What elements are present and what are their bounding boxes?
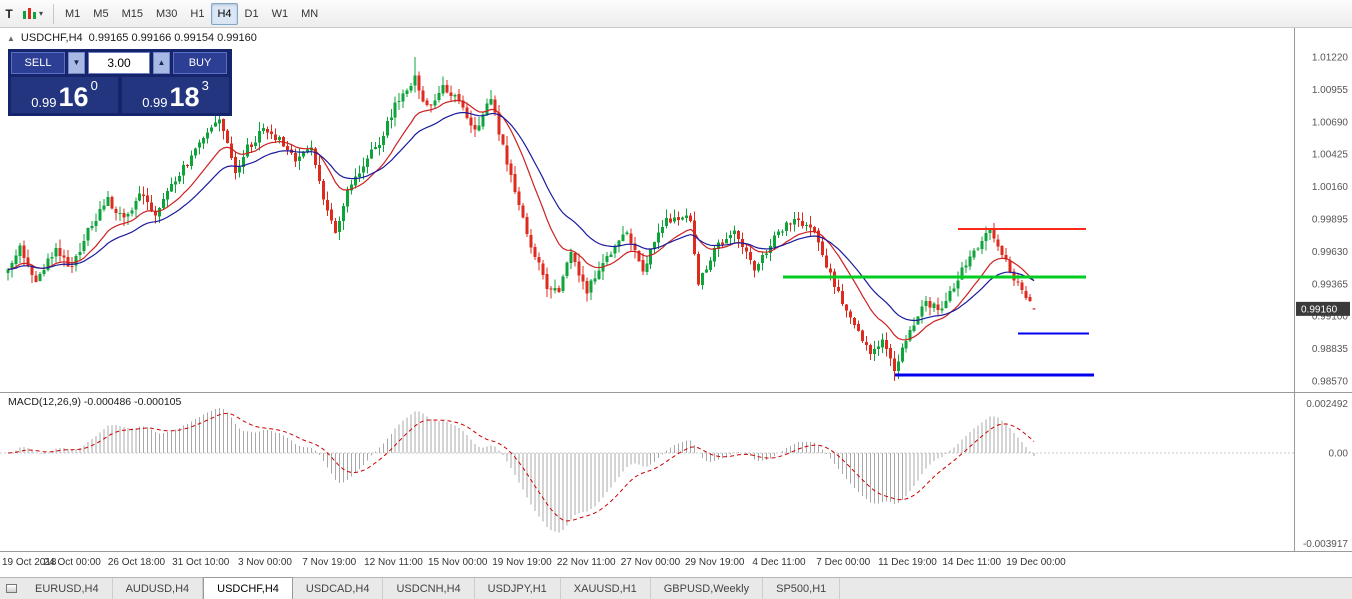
current-price-text: 0.99160 bbox=[1301, 304, 1338, 315]
buy-price-pips: 18 bbox=[169, 82, 200, 112]
sell-button[interactable]: SELL bbox=[11, 52, 65, 74]
svg-text:24 Oct 00:00: 24 Oct 00:00 bbox=[44, 557, 102, 568]
macd-signal-line bbox=[7, 412, 1035, 522]
chart-tab-bar: EURUSD,H4 AUDUSD,H4 USDCHF,H4 USDCAD,H4 USDC… bbox=[0, 577, 1352, 599]
timeframe-h4[interactable]: H4 bbox=[211, 2, 238, 25]
macd-axis-label: -0.003917 bbox=[1303, 539, 1348, 550]
svg-text:1.00160: 1.00160 bbox=[1312, 182, 1349, 193]
ma-14-line bbox=[7, 99, 1035, 341]
chart-ohlc-values: 0.99165 0.99166 0.99154 0.99160 bbox=[88, 32, 257, 44]
svg-text:1.00690: 1.00690 bbox=[1312, 117, 1349, 128]
timeframe-mn[interactable]: MN bbox=[295, 3, 324, 25]
svg-text:11 Dec 19:00: 11 Dec 19:00 bbox=[878, 557, 937, 568]
svg-text:0.99100: 0.99100 bbox=[1312, 312, 1349, 323]
sell-price-point: 0 bbox=[90, 78, 98, 93]
svg-text:0.99895: 0.99895 bbox=[1312, 215, 1349, 226]
chart-list-icon[interactable] bbox=[0, 578, 22, 599]
sell-price-display[interactable]: 0.99 16 0 bbox=[11, 77, 118, 113]
timeframe-d1[interactable]: D1 bbox=[239, 3, 265, 25]
svg-text:19 Nov 19:00: 19 Nov 19:00 bbox=[492, 557, 552, 568]
svg-text:19 Dec 00:00: 19 Dec 00:00 bbox=[1006, 557, 1066, 568]
chart-tab-usdchf-h4[interactable]: USDCHF,H4 bbox=[203, 577, 293, 599]
svg-text:3 Nov 00:00: 3 Nov 00:00 bbox=[238, 557, 292, 568]
toolbar-handle-icon: T bbox=[5, 6, 13, 21]
svg-text:4 Dec 11:00: 4 Dec 11:00 bbox=[752, 557, 806, 568]
sell-price-base: 0.99 bbox=[31, 95, 57, 110]
one-click-trading-panel: SELL ▼ 3.00 ▲ BUY 0.99 16 0 0.99 18 3 bbox=[8, 49, 232, 116]
chevron-down-icon: ▾ bbox=[38, 9, 43, 18]
timeframe-m1[interactable]: M1 bbox=[59, 3, 86, 25]
chart-tab-usdjpy-h1[interactable]: USDJPY,H1 bbox=[475, 578, 561, 599]
chart-header: ▲ USDCHF,H4 0.99165 0.99166 0.99154 0.99… bbox=[7, 32, 257, 44]
timeframe-w1[interactable]: W1 bbox=[266, 3, 295, 25]
timeframe-m15[interactable]: M15 bbox=[116, 3, 149, 25]
buy-button[interactable]: BUY bbox=[173, 52, 227, 74]
timeframe-group: M1 M5 M15 M30 H1 H4 D1 W1 MN bbox=[59, 2, 324, 25]
macd-histogram bbox=[11, 408, 1035, 533]
price-axis[interactable]: 1.01220 1.00955 1.00690 1.00425 1.00160 0.998… bbox=[1296, 53, 1350, 388]
svg-text:22 Nov 11:00: 22 Nov 11:00 bbox=[557, 557, 616, 568]
lot-increase-button[interactable]: ▲ bbox=[153, 52, 170, 74]
svg-text:15 Nov 00:00: 15 Nov 00:00 bbox=[428, 557, 488, 568]
lot-decrease-button[interactable]: ▼ bbox=[68, 52, 85, 74]
chart-tabs: EURUSD,H4 AUDUSD,H4 USDCHF,H4 USDCAD,H4 USDC… bbox=[22, 577, 841, 599]
svg-text:26 Oct 18:00: 26 Oct 18:00 bbox=[108, 557, 166, 568]
svg-text:0.98835: 0.98835 bbox=[1312, 344, 1349, 355]
svg-text:7 Nov 19:00: 7 Nov 19:00 bbox=[302, 557, 356, 568]
svg-text:0.98570: 0.98570 bbox=[1312, 377, 1349, 388]
macd-axis-label: 0.002492 bbox=[1306, 399, 1348, 410]
collapse-panel-icon[interactable]: ▲ bbox=[7, 33, 15, 43]
chart-tab-sp500-h1[interactable]: SP500,H1 bbox=[763, 578, 841, 599]
chart-tab-gbpusd-weekly[interactable]: GBPUSD,Weekly bbox=[651, 578, 764, 599]
ma-26-line bbox=[7, 111, 1035, 322]
svg-text:1.00955: 1.00955 bbox=[1312, 85, 1349, 96]
chart-window: 1.01220 1.00955 1.00690 1.00425 1.00160 0.998… bbox=[0, 28, 1352, 577]
chart-type-button[interactable]: ▾ bbox=[16, 3, 50, 25]
chart-tab-usdcad-h4[interactable]: USDCAD,H4 bbox=[293, 578, 384, 599]
svg-text:12 Nov 11:00: 12 Nov 11:00 bbox=[364, 557, 423, 568]
toolbar-separator bbox=[53, 3, 54, 24]
svg-text:1.00425: 1.00425 bbox=[1312, 150, 1349, 161]
macd-axis-label: 0.00 bbox=[1329, 449, 1349, 460]
svg-text:0.99630: 0.99630 bbox=[1312, 247, 1349, 258]
timeframe-h1[interactable]: H1 bbox=[184, 3, 210, 25]
chart-tab-audusd-h4[interactable]: AUDUSD,H4 bbox=[113, 578, 204, 599]
macd-indicator-label: MACD(12,26,9) -0.000486 -0.000105 bbox=[8, 396, 182, 408]
candlestick-chart-icon bbox=[22, 7, 37, 20]
buy-price-display[interactable]: 0.99 18 3 bbox=[122, 77, 229, 113]
svg-text:0.99365: 0.99365 bbox=[1312, 279, 1349, 290]
svg-text:29 Nov 19:00: 29 Nov 19:00 bbox=[685, 557, 745, 568]
chart-tab-eurusd-h4[interactable]: EURUSD,H4 bbox=[22, 578, 113, 599]
svg-text:14 Dec 11:00: 14 Dec 11:00 bbox=[942, 557, 1001, 568]
svg-text:31 Oct 10:00: 31 Oct 10:00 bbox=[172, 557, 230, 568]
chart-tab-xauusd-h1[interactable]: XAUUSD,H1 bbox=[561, 578, 651, 599]
candlestick-series bbox=[6, 57, 1036, 381]
svg-text:27 Nov 00:00: 27 Nov 00:00 bbox=[621, 557, 681, 568]
chart-tab-usdcnh-h4[interactable]: USDCNH,H4 bbox=[383, 578, 475, 599]
svg-text:1.01220: 1.01220 bbox=[1312, 53, 1349, 64]
buy-price-point: 3 bbox=[201, 78, 209, 93]
buy-price-base: 0.99 bbox=[142, 95, 168, 110]
svg-text:19 Oct 2018: 19 Oct 2018 bbox=[2, 557, 57, 568]
timeframe-m30[interactable]: M30 bbox=[150, 3, 183, 25]
sell-price-pips: 16 bbox=[58, 82, 89, 112]
svg-text:7 Dec 00:00: 7 Dec 00:00 bbox=[816, 557, 870, 568]
lot-size-input[interactable]: 3.00 bbox=[88, 52, 150, 74]
top-toolbar: T ▾ M1 M5 M15 M30 H1 H4 D1 W1 MN bbox=[0, 0, 1352, 28]
timeframe-m5[interactable]: M5 bbox=[87, 3, 114, 25]
chart-canvas[interactable]: 1.01220 1.00955 1.00690 1.00425 1.00160 0.998… bbox=[0, 28, 1352, 577]
current-price-badge bbox=[1296, 301, 1350, 316]
chart-symbol-label: USDCHF,H4 bbox=[20, 32, 83, 44]
